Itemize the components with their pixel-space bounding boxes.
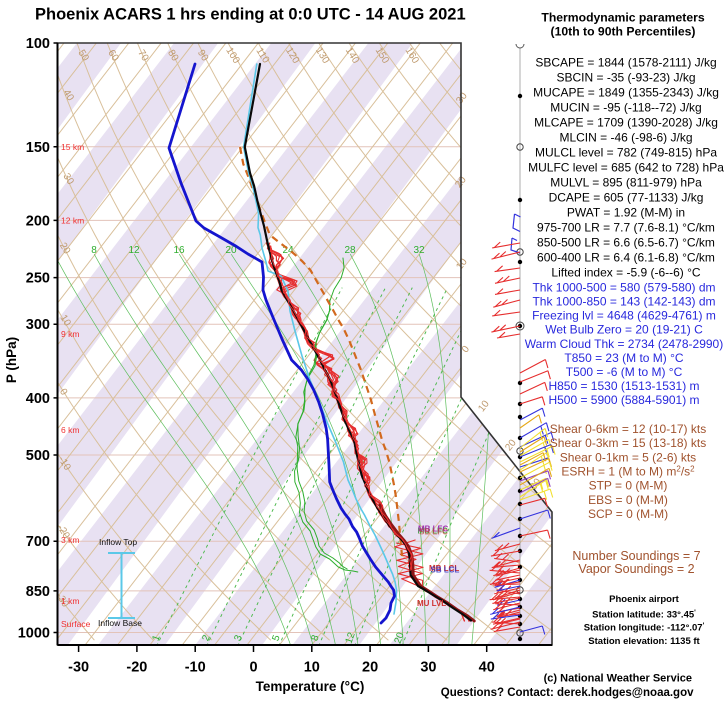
svg-text:300: 300 — [26, 317, 50, 333]
svg-text:Shear 0-6km = 12 (10-17) kts: Shear 0-6km = 12 (10-17) kts — [550, 422, 706, 436]
svg-text:400: 400 — [26, 391, 50, 407]
svg-text:16: 16 — [173, 245, 185, 256]
svg-text:ESRH = 1 (M to M) m2/s2: ESRH = 1 (M to M) m2/s2 — [561, 464, 695, 479]
svg-text:20: 20 — [393, 631, 407, 646]
svg-text:Shear 0-1km = 5 (2-6) kts: Shear 0-1km = 5 (2-6) kts — [560, 450, 696, 464]
svg-text:Questions? Contact: derek.hodg: Questions? Contact: derek.hodges@noaa.go… — [441, 687, 694, 699]
svg-text:0: 0 — [249, 660, 257, 676]
svg-text:P (hPa): P (hPa) — [4, 337, 19, 383]
svg-text:2: 2 — [201, 633, 213, 642]
svg-text:Station latitude: 33°.45': Station latitude: 33°.45' — [592, 609, 696, 621]
svg-text:Phoenix ACARS 1 hrs ending at: Phoenix ACARS 1 hrs ending at 0:0 UTC - … — [35, 6, 466, 24]
svg-text:600-400 LR = 6.4 (6.1-6.8) °C/: 600-400 LR = 6.4 (6.1-6.8) °C/km — [537, 251, 715, 265]
svg-text:EBS = 0 (M-M): EBS = 0 (M-M) — [588, 493, 668, 507]
svg-text:12 km: 12 km — [61, 216, 84, 226]
svg-text:6 km: 6 km — [61, 425, 79, 435]
svg-text:-10: -10 — [185, 660, 206, 676]
svg-text:1 km: 1 km — [61, 596, 79, 606]
svg-text:Shear 0-3km = 15 (13-18) kts: Shear 0-3km = 15 (13-18) kts — [550, 436, 706, 450]
svg-text:SBCIN = -35 (-93-23) J/kg: SBCIN = -35 (-93-23) J/kg — [556, 71, 695, 85]
svg-text:MB LCL: MB LCL — [429, 564, 459, 573]
svg-text:12: 12 — [344, 631, 358, 646]
svg-text:5: 5 — [271, 633, 283, 642]
svg-text:MULVL = 895 (811-979) hPa: MULVL = 895 (811-979) hPa — [550, 176, 702, 190]
svg-text:T850 = 23 (M to M) °C: T850 = 23 (M to M) °C — [564, 351, 684, 365]
svg-text:Station longitude: -112°.07': Station longitude: -112°.07' — [584, 622, 705, 634]
svg-text:12: 12 — [128, 245, 140, 256]
svg-text:MU LFC: MU LFC — [418, 527, 448, 536]
svg-text:SCP = 0 (M-M): SCP = 0 (M-M) — [588, 507, 668, 521]
svg-text:40: 40 — [479, 660, 495, 676]
svg-text:STP = 0 (M-M): STP = 0 (M-M) — [589, 479, 668, 493]
svg-text:500: 500 — [26, 448, 50, 464]
svg-text:MLCAPE = 1709 (1390-2028) J/k: MLCAPE = 1709 (1390-2028) J/kg — [534, 116, 718, 130]
svg-text:3: 3 — [233, 633, 245, 642]
svg-text:-30: -30 — [68, 660, 89, 676]
svg-text:850-500 LR = 6.6 (6.5-6.7) °C/: 850-500 LR = 6.6 (6.5-6.7) °C/km — [537, 236, 715, 250]
svg-text:H850 = 1530 (1513-1531) m: H850 = 1530 (1513-1531) m — [548, 379, 699, 393]
svg-text:MLCIN = -46 (-98-6) J/kg: MLCIN = -46 (-98-6) J/kg — [559, 131, 692, 145]
svg-text:24: 24 — [282, 245, 294, 256]
svg-text:PWAT = 1.92 (M-M) in: PWAT = 1.92 (M-M) in — [567, 206, 685, 220]
svg-text:850: 850 — [26, 584, 50, 600]
svg-text:1: 1 — [151, 633, 163, 642]
svg-text:150: 150 — [26, 140, 50, 156]
svg-text:32: 32 — [413, 245, 425, 256]
svg-text:Warm Cloud Thk = 2734 (2478-29: Warm Cloud Thk = 2734 (2478-2990) — [525, 337, 723, 351]
svg-text:Thermodynamic parameters: Thermodynamic parameters — [541, 11, 704, 25]
svg-text:0: 0 — [57, 387, 70, 398]
svg-text:100: 100 — [26, 36, 50, 52]
svg-text:H500 = 5900 (5884-5901) m: H500 = 5900 (5884-5901) m — [548, 393, 699, 407]
svg-text:Freezing lvl = 4648 (4629-4761: Freezing lvl = 4648 (4629-4761) m — [532, 309, 716, 323]
svg-text:Temperature (°C): Temperature (°C) — [256, 679, 365, 694]
svg-text:Vapor Soundings = 2: Vapor Soundings = 2 — [578, 562, 694, 576]
svg-text:SB LCL: SB LCL — [431, 566, 460, 575]
svg-text:SB LFC: SB LFC — [419, 528, 448, 537]
svg-text:28: 28 — [344, 245, 356, 256]
svg-text:8: 8 — [310, 633, 322, 642]
svg-text:9 km: 9 km — [61, 329, 79, 339]
svg-text:10: 10 — [304, 660, 320, 676]
svg-text:3 km: 3 km — [61, 535, 79, 545]
svg-text:Lifted index = -5.9 (-6--6) °C: Lifted index = -5.9 (-6--6) °C — [551, 266, 701, 280]
svg-text:Thk 1000-850 = 143 (142-143) d: Thk 1000-850 = 143 (142-143) dm — [532, 295, 715, 309]
svg-text:15 km: 15 km — [61, 142, 84, 152]
svg-text:Station elevation: 1135 ft: Station elevation: 1135 ft — [588, 636, 700, 647]
svg-text:Phoenix airport: Phoenix airport — [609, 594, 680, 605]
svg-text:20: 20 — [362, 660, 378, 676]
svg-text:MU LVL: MU LVL — [417, 599, 446, 608]
svg-text:Wet Bulb Zero = 20 (19-21) C: Wet Bulb Zero = 20 (19-21) C — [545, 323, 703, 337]
svg-text:-20: -20 — [126, 660, 147, 676]
svg-text:20: 20 — [225, 245, 237, 256]
svg-text:0: 0 — [460, 344, 472, 356]
svg-text:Thk 1000-500 = 580 (579-580) d: Thk 1000-500 = 580 (579-580) dm — [532, 281, 715, 295]
svg-text:MB LFC: MB LFC — [418, 525, 448, 534]
svg-text:700: 700 — [26, 534, 50, 550]
svg-text:(c) National Weather Service: (c) National Weather Service — [544, 673, 692, 685]
svg-text:MUCIN = -95 (-118--72) J/kg: MUCIN = -95 (-118--72) J/kg — [550, 101, 701, 115]
svg-text:8: 8 — [91, 245, 97, 256]
svg-text:DCAPE = 605 (77-1133) J/kg: DCAPE = 605 (77-1133) J/kg — [549, 191, 704, 205]
svg-text:MUCAPE = 1849 (1355-2343) J/k: MUCAPE = 1849 (1355-2343) J/kg — [533, 86, 719, 100]
svg-text:(10th to 90th Percentiles): (10th to 90th Percentiles) — [551, 25, 696, 39]
svg-text:Number Soundings = 7: Number Soundings = 7 — [572, 549, 700, 563]
svg-text:T500 = -6 (M to M) °C: T500 = -6 (M to M) °C — [566, 365, 683, 379]
svg-text:Inflow Base: Inflow Base — [98, 618, 142, 628]
svg-text:200: 200 — [26, 213, 50, 229]
svg-text:250: 250 — [26, 271, 50, 287]
svg-text:Surface: Surface — [61, 619, 91, 629]
svg-text:30: 30 — [420, 660, 436, 676]
svg-text:SBCAPE = 1844 (1578-2111) J/kg: SBCAPE = 1844 (1578-2111) J/kg — [535, 56, 716, 70]
svg-text:MULCL level = 782 (749-815) hP: MULCL level = 782 (749-815) hPa — [535, 146, 717, 160]
svg-text:Inflow Top: Inflow Top — [99, 537, 137, 547]
svg-text:MULFC level = 685 (642 to 728): MULFC level = 685 (642 to 728) hPa — [528, 161, 724, 175]
svg-text:975-700 LR = 7.7 (7.6-8.1) °C/: 975-700 LR = 7.7 (7.6-8.1) °C/km — [537, 221, 715, 235]
svg-text:1000: 1000 — [18, 626, 50, 642]
